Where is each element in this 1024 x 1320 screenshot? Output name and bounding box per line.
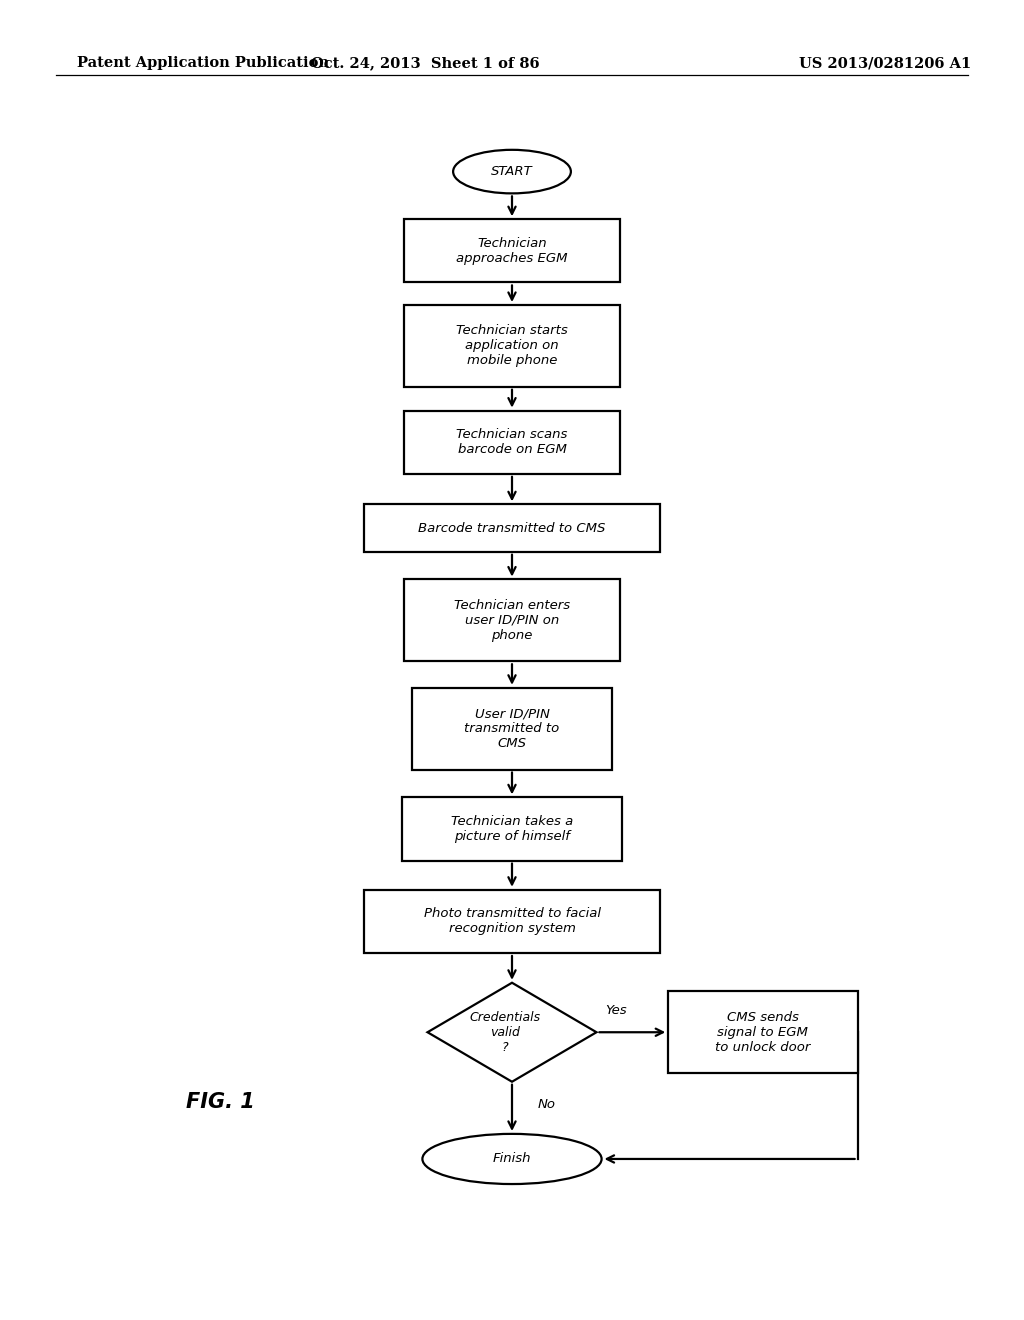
FancyBboxPatch shape — [404, 579, 620, 661]
FancyBboxPatch shape — [364, 890, 660, 953]
Text: No: No — [538, 1098, 556, 1111]
Text: Credentials
valid
?: Credentials valid ? — [470, 1011, 541, 1053]
Text: CMS sends
signal to EGM
to unlock door: CMS sends signal to EGM to unlock door — [715, 1011, 811, 1053]
Text: Photo transmitted to facial
recognition system: Photo transmitted to facial recognition … — [424, 907, 600, 936]
FancyBboxPatch shape — [668, 991, 857, 1073]
FancyBboxPatch shape — [412, 688, 611, 770]
Text: Technician enters
user ID/PIN on
phone: Technician enters user ID/PIN on phone — [454, 599, 570, 642]
Text: US 2013/0281206 A1: US 2013/0281206 A1 — [799, 57, 971, 70]
Text: Oct. 24, 2013  Sheet 1 of 86: Oct. 24, 2013 Sheet 1 of 86 — [310, 57, 540, 70]
Text: Technician starts
application on
mobile phone: Technician starts application on mobile … — [456, 325, 568, 367]
Text: Patent Application Publication: Patent Application Publication — [77, 57, 329, 70]
Text: FIG. 1: FIG. 1 — [185, 1092, 255, 1113]
Text: Barcode transmitted to CMS: Barcode transmitted to CMS — [419, 521, 605, 535]
Text: User ID/PIN
transmitted to
CMS: User ID/PIN transmitted to CMS — [464, 708, 560, 750]
Text: Technician
approaches EGM: Technician approaches EGM — [457, 236, 567, 265]
Ellipse shape — [422, 1134, 602, 1184]
FancyBboxPatch shape — [404, 305, 620, 387]
FancyBboxPatch shape — [364, 504, 660, 552]
Text: START: START — [492, 165, 532, 178]
FancyBboxPatch shape — [401, 797, 623, 861]
FancyBboxPatch shape — [404, 219, 620, 282]
FancyBboxPatch shape — [404, 411, 620, 474]
Text: Technician scans
barcode on EGM: Technician scans barcode on EGM — [457, 428, 567, 457]
Text: Yes: Yes — [604, 1003, 627, 1016]
Text: Technician takes a
picture of himself: Technician takes a picture of himself — [451, 814, 573, 843]
Polygon shape — [428, 982, 596, 1082]
Text: Finish: Finish — [493, 1152, 531, 1166]
Ellipse shape — [453, 149, 571, 194]
